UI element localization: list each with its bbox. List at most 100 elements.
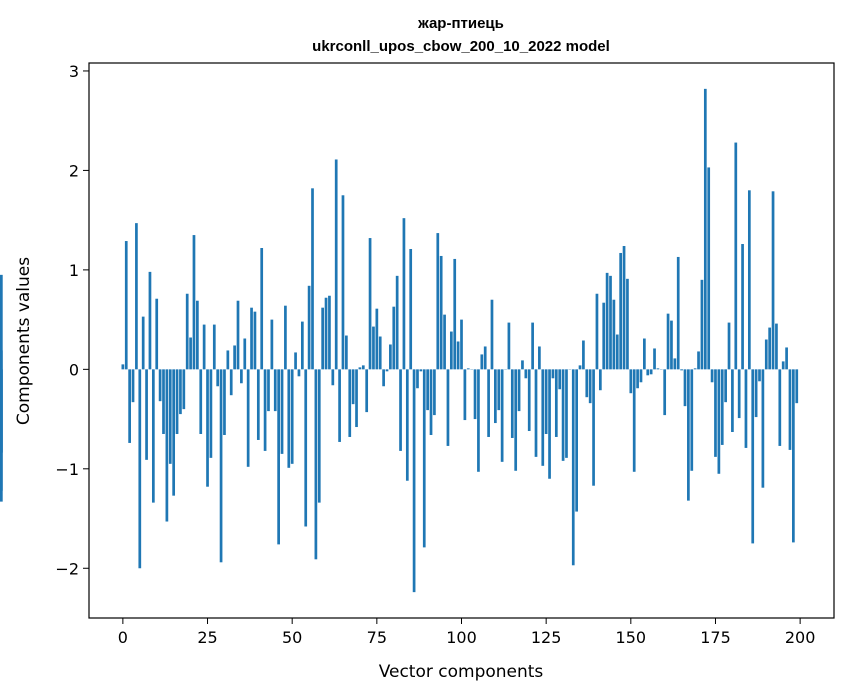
- y-axis-label: Components values: [14, 257, 34, 425]
- x-tick-label: 75: [367, 628, 387, 647]
- bar: [311, 188, 314, 370]
- bar: [345, 335, 348, 370]
- bar: [246, 369, 250, 467]
- bar: [764, 339, 768, 370]
- bar: [615, 334, 619, 370]
- bar: [538, 346, 541, 370]
- bar: [483, 346, 487, 370]
- bar: [165, 369, 169, 522]
- bar: [284, 305, 287, 370]
- bar: [422, 369, 426, 548]
- bar: [141, 316, 145, 370]
- bar: [680, 369, 683, 371]
- bar: [172, 369, 176, 496]
- bar: [124, 241, 128, 370]
- bar: [185, 293, 189, 370]
- x-tick-label: 150: [616, 628, 647, 647]
- bar: [192, 235, 196, 370]
- bar: [162, 369, 165, 434]
- bar: [751, 369, 755, 544]
- bar: [243, 338, 247, 370]
- bar: [598, 369, 602, 391]
- bar: [687, 369, 690, 501]
- bar: [477, 369, 480, 472]
- bar: [0, 369, 3, 453]
- bar: [199, 369, 203, 434]
- bar: [595, 293, 599, 370]
- y-tick-label: 1: [69, 261, 79, 280]
- bar: [497, 369, 501, 411]
- bar: [449, 331, 453, 370]
- bar: [703, 88, 707, 370]
- bar: [256, 369, 260, 440]
- bar: [676, 256, 680, 370]
- bar: [510, 369, 514, 438]
- bar: [436, 233, 440, 370]
- bar: [673, 358, 677, 370]
- bar: [341, 195, 345, 370]
- bar: [263, 369, 267, 451]
- bar: [209, 369, 213, 458]
- y-axis: −2 −1 0 1 2 3: [55, 62, 89, 578]
- bar: [236, 300, 240, 370]
- bar: [588, 369, 592, 404]
- bar: [304, 369, 308, 527]
- bar: [744, 369, 748, 448]
- y-tick-label: −1: [55, 460, 79, 479]
- bar: [643, 338, 646, 370]
- bar: [653, 348, 656, 370]
- bar: [189, 337, 192, 370]
- bar: [720, 369, 724, 445]
- bar: [206, 369, 209, 487]
- bars-group: [0, 88, 799, 593]
- bar: [273, 369, 277, 412]
- bar: [771, 191, 775, 370]
- bar: [412, 369, 416, 593]
- bar: [666, 313, 670, 370]
- bar: [294, 352, 297, 370]
- bar: [582, 340, 585, 370]
- bar: [697, 351, 700, 370]
- bar: [487, 369, 490, 437]
- bar: [663, 369, 667, 416]
- bar: [416, 369, 419, 389]
- bar: [795, 369, 799, 404]
- bar: [351, 369, 355, 405]
- bar: [223, 369, 226, 435]
- bar: [429, 369, 433, 435]
- bar: [148, 271, 152, 370]
- bar: [717, 369, 721, 474]
- bar: [233, 345, 236, 370]
- bar: [182, 369, 186, 410]
- bar: [338, 369, 341, 442]
- bar: [524, 369, 528, 379]
- bar: [334, 159, 338, 370]
- bar: [768, 327, 772, 370]
- bar: [365, 369, 369, 413]
- bar: [554, 369, 558, 437]
- bar: [670, 320, 673, 370]
- bar: [622, 246, 626, 370]
- bar: [490, 299, 494, 370]
- bar: [646, 369, 650, 376]
- bar: [792, 369, 795, 543]
- bar: [138, 369, 142, 569]
- bar: [775, 323, 778, 370]
- bar: [521, 360, 524, 370]
- bar: [778, 369, 782, 446]
- bar: [700, 279, 704, 370]
- x-axis: 0 25 50 75 100 125 150 175 200: [118, 618, 815, 647]
- bar: [378, 336, 382, 370]
- bar: [324, 297, 328, 370]
- bar: [307, 285, 311, 370]
- x-tick-label: 25: [197, 628, 217, 647]
- bar: [348, 369, 352, 437]
- bar: [328, 295, 331, 370]
- bar: [575, 369, 578, 512]
- bar: [558, 369, 562, 390]
- bar: [405, 369, 409, 481]
- bar: [226, 350, 230, 370]
- bar: [707, 167, 711, 370]
- y-tick-label: 2: [69, 161, 79, 180]
- bar: [463, 369, 467, 421]
